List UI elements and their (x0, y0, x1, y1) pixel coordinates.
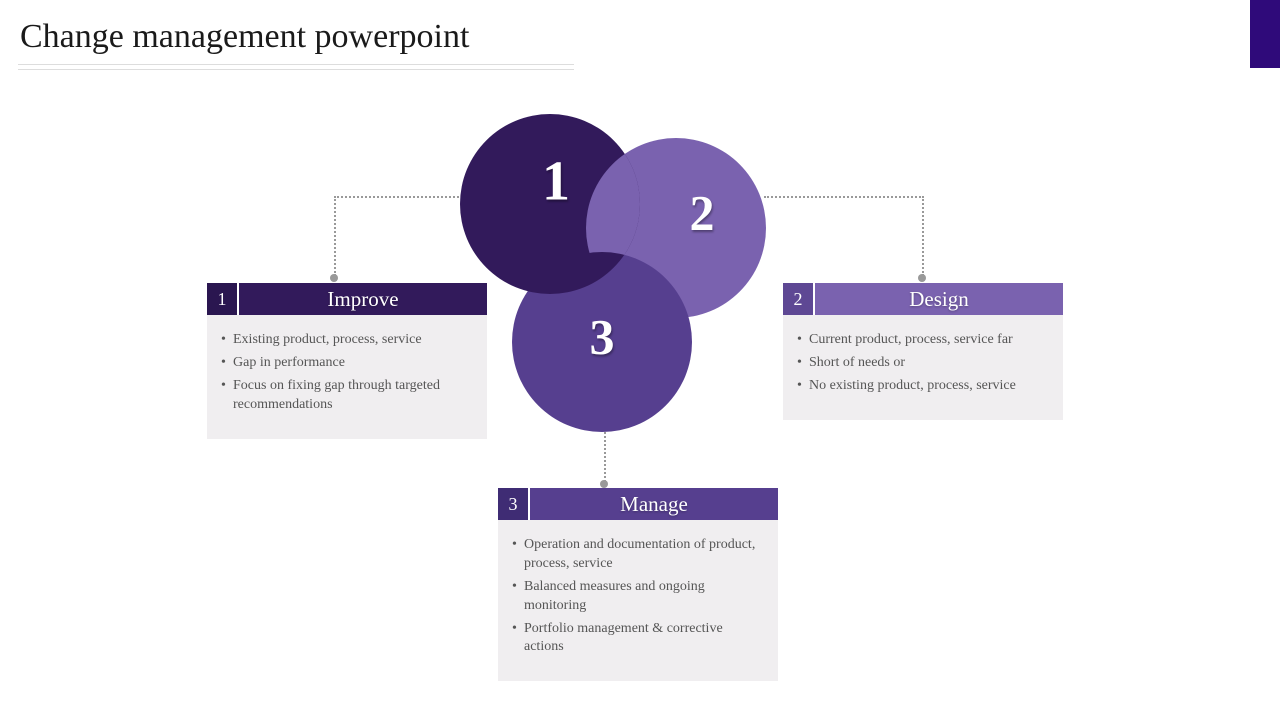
connector-right-v (922, 196, 924, 276)
card-manage-label: Manage (530, 488, 778, 520)
card-manage-bullets: Operation and documentation of product, … (512, 536, 764, 657)
card-manage-number: 3 (498, 488, 528, 520)
card-manage: 3 Manage Operation and documentation of … (498, 488, 778, 681)
card-design-number: 2 (783, 283, 813, 315)
card-design-label: Design (815, 283, 1063, 315)
bullet-item: No existing product, process, service (797, 377, 1049, 396)
card-improve-label: Improve (239, 283, 487, 315)
svg-text:1: 1 (542, 151, 570, 213)
connector-left-h (334, 196, 470, 198)
bullet-item: Short of needs or (797, 354, 1049, 373)
bullet-item: Balanced measures and ongoing monitoring (512, 578, 764, 616)
connector-right-end (918, 274, 926, 282)
bullet-item: Operation and documentation of product, … (512, 536, 764, 574)
card-design: 2 Design Current product, process, servi… (783, 283, 1063, 420)
svg-text:2: 2 (690, 185, 715, 241)
connector-left-end (330, 274, 338, 282)
card-improve-bullets: Existing product, process, service Gap in… (221, 331, 473, 415)
card-improve-number: 1 (207, 283, 237, 315)
corner-accent (1250, 0, 1280, 68)
svg-text:3: 3 (590, 309, 615, 365)
bullet-item: Gap in performance (221, 354, 473, 373)
connector-down-end (600, 480, 608, 488)
slide-title: Change management powerpoint (20, 18, 469, 56)
connector-right-h (764, 196, 924, 198)
bullet-item: Portfolio management & corrective action… (512, 620, 764, 658)
title-divider (18, 64, 574, 65)
bullet-item: Focus on fixing gap through targeted rec… (221, 377, 473, 415)
title-divider-2 (18, 69, 574, 70)
connector-down-v (604, 432, 606, 482)
bullet-item: Existing product, process, service (221, 331, 473, 350)
bullet-item: Current product, process, service far (797, 331, 1049, 350)
card-design-bullets: Current product, process, service far Sho… (797, 331, 1049, 396)
card-improve: 1 Improve Existing product, process, ser… (207, 283, 487, 439)
connector-left-v (334, 196, 336, 276)
